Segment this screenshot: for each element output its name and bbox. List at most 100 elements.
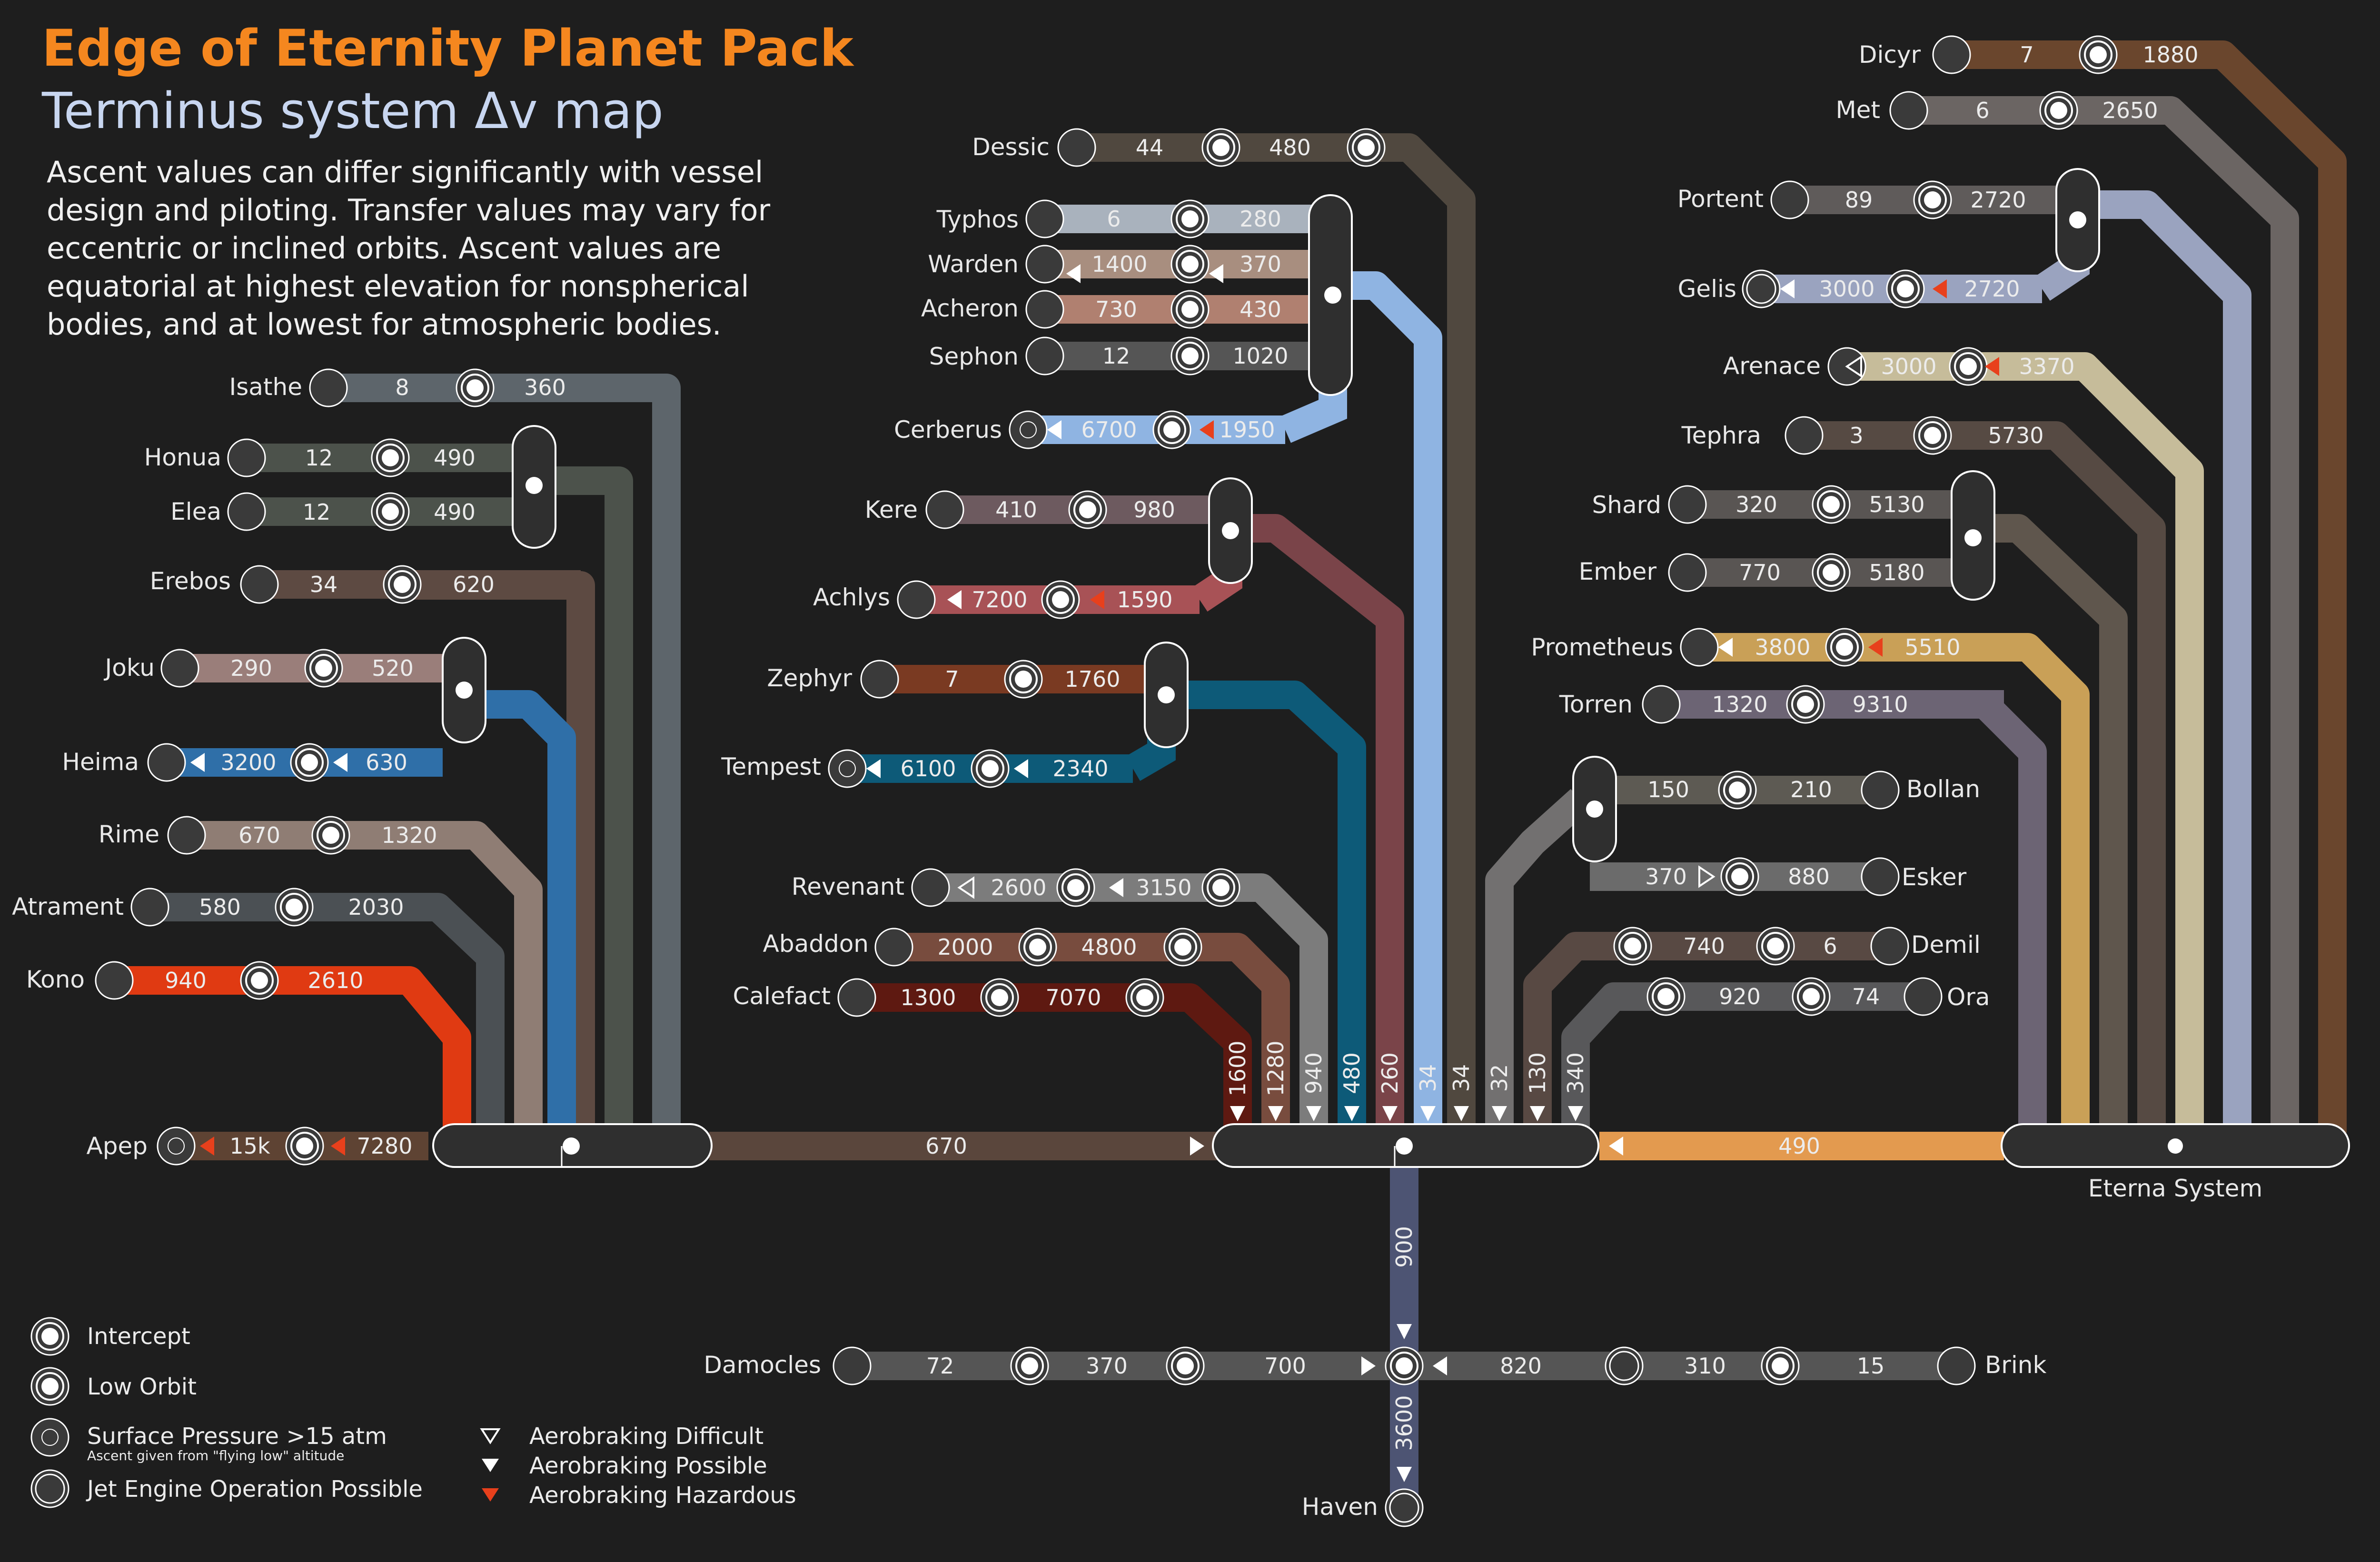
- dv-vertical-32: 32: [1487, 1064, 1512, 1092]
- name-heima: Heima: [62, 748, 139, 776]
- dv-gelis-ascent: 3000: [1819, 276, 1874, 302]
- legend-low-orbit: Low Orbit: [87, 1374, 197, 1400]
- kono-line: [276, 966, 471, 1133]
- dv-revenant-transfer: 3150: [1136, 875, 1191, 900]
- aero-hazard-markers: [200, 279, 1999, 1156]
- name-bollan: Bollan: [1906, 775, 1980, 803]
- dv-warden-transfer: 370: [1240, 251, 1281, 277]
- name-ember: Ember: [1579, 558, 1657, 585]
- name-typhos: Typhos: [936, 206, 1019, 233]
- dv-isathe-transfer: 360: [524, 375, 566, 400]
- dv-warden-ascent: 1400: [1091, 251, 1147, 277]
- torren-line: [1971, 690, 2047, 1133]
- dv-rime-ascent: 670: [238, 822, 280, 848]
- dv-honua-ascent: 12: [305, 445, 333, 471]
- name-portent: Portent: [1677, 185, 1764, 213]
- dv-demil-ascent: 6: [1823, 933, 1837, 959]
- name-erebos: Erebos: [150, 567, 231, 595]
- dv-damocles-ascent: 72: [926, 1353, 954, 1379]
- dv-shard-ascent: 320: [1735, 492, 1777, 517]
- met-line: [2061, 96, 2299, 1133]
- dv-haven-link: 900: [1391, 1226, 1417, 1268]
- dv-elea-ascent: 12: [303, 499, 331, 525]
- name-revenant: Revenant: [792, 873, 904, 900]
- dv-dessic-ascent: 44: [1136, 135, 1164, 160]
- name-haven: Haven: [1302, 1493, 1378, 1521]
- dv-vertical-34b: 34: [1448, 1064, 1474, 1092]
- dv-ora-transfer: 920: [1719, 984, 1761, 1009]
- dv-gelis-transfer: 2720: [1964, 276, 2020, 302]
- dv-sephon-ascent: 12: [1102, 343, 1130, 369]
- dv-tempest-transfer: 2340: [1052, 756, 1108, 781]
- joku-line: [462, 690, 576, 1133]
- dv-vertical-34a: 34: [1415, 1064, 1441, 1092]
- bollan-line: [1485, 789, 1590, 1133]
- legend-aero-hazardous-icon: [482, 1488, 499, 1502]
- dv-kono-ascent: 940: [165, 968, 207, 993]
- dv-atrament-transfer: 2030: [348, 894, 404, 920]
- description-line: design and piloting. Transfer values may…: [47, 193, 771, 227]
- legend-surface-pressure: Surface Pressure >15 atm: [87, 1423, 387, 1450]
- dv-left-link: 670: [925, 1133, 967, 1159]
- dv-atrament-ascent: 580: [199, 894, 241, 920]
- dv-isathe-ascent: 8: [395, 375, 409, 400]
- name-dessic: Dessic: [972, 133, 1050, 161]
- tephra-line: [2018, 421, 2166, 1133]
- dv-joku-ascent: 290: [230, 655, 272, 681]
- dv-bollan-ascent: 210: [1790, 777, 1832, 802]
- dv-sephon-transfer: 1020: [1232, 343, 1288, 369]
- legend-aero-hazardous: Aerobraking Hazardous: [529, 1482, 796, 1509]
- dv-tephra-ascent: 3: [1849, 423, 1863, 448]
- name-shard: Shard: [1592, 491, 1661, 519]
- dv-kere-ascent: 410: [995, 497, 1037, 523]
- dv-values: 8 360 12 490 12 490 34 620 290 520 3200 …: [165, 42, 2198, 1379]
- name-abaddon: Abaddon: [763, 930, 869, 958]
- dv-damocles-transfer2: 700: [1264, 1353, 1306, 1379]
- dv-apep-ascent: 15k: [229, 1133, 270, 1159]
- dv-dessic-transfer: 480: [1269, 135, 1311, 160]
- dv-calefact-transfer: 7070: [1045, 985, 1101, 1010]
- dv-cerberus-ascent: 6700: [1081, 417, 1137, 443]
- name-kono: Kono: [26, 966, 85, 993]
- description-line: eccentric or inclined orbits. Ascent val…: [47, 231, 722, 266]
- aero-markers: [190, 264, 1795, 1482]
- name-damocles: Damocles: [704, 1351, 821, 1379]
- legend-aero-possible-icon: [482, 1459, 499, 1472]
- name-eterna: Eterna System: [2088, 1175, 2262, 1202]
- legend-surface-note: Ascent given from "flying low" altitude: [87, 1448, 344, 1463]
- dv-zephyr-ascent: 7: [945, 666, 959, 692]
- name-esker: Esker: [1902, 863, 1967, 891]
- dv-rime-transfer: 1320: [381, 822, 437, 848]
- name-elea: Elea: [170, 498, 221, 525]
- dv-acheron-ascent: 730: [1095, 297, 1137, 322]
- name-atrament: Atrament: [12, 893, 124, 920]
- aero-difficult-markers: [957, 355, 1862, 899]
- dv-brink-ascent: 15: [1857, 1353, 1885, 1379]
- dv-arenace-transfer: 3370: [2019, 354, 2074, 379]
- dv-haven-transfer: 3600: [1391, 1395, 1417, 1451]
- name-arenace: Arenace: [1723, 352, 1821, 380]
- dv-cerberus-transfer: 1950: [1219, 417, 1275, 443]
- dv-tempest-ascent: 6100: [900, 756, 956, 781]
- name-prometheus: Prometheus: [1531, 633, 1673, 661]
- name-rime: Rime: [99, 821, 159, 848]
- dv-revenant-ascent: 2600: [991, 875, 1046, 900]
- dv-vertical-1280: 1280: [1263, 1040, 1289, 1096]
- page-title: Edge of Eternity Planet Pack: [42, 19, 853, 78]
- dv-vertical-480: 480: [1339, 1052, 1365, 1094]
- prometheus-line: [1999, 633, 2090, 1133]
- legend-aero-difficult-icon: [480, 1428, 501, 1444]
- dv-shard-transfer: 5130: [1869, 492, 1924, 517]
- revenant-line: [1223, 873, 1328, 1133]
- dv-vertical-340: 340: [1563, 1052, 1588, 1094]
- dv-calefact-ascent: 1300: [900, 985, 956, 1010]
- name-dicyr: Dicyr: [1859, 41, 1921, 69]
- name-zephyr: Zephyr: [767, 664, 852, 692]
- dv-portent-transfer: 2720: [1970, 187, 2026, 213]
- legend-intercept: Intercept: [87, 1323, 190, 1350]
- name-achlys: Achlys: [813, 583, 890, 611]
- name-cerberus: Cerberus: [894, 416, 1002, 444]
- dv-right-link: 490: [1778, 1133, 1820, 1159]
- dv-damocles-transfer1: 370: [1086, 1353, 1128, 1379]
